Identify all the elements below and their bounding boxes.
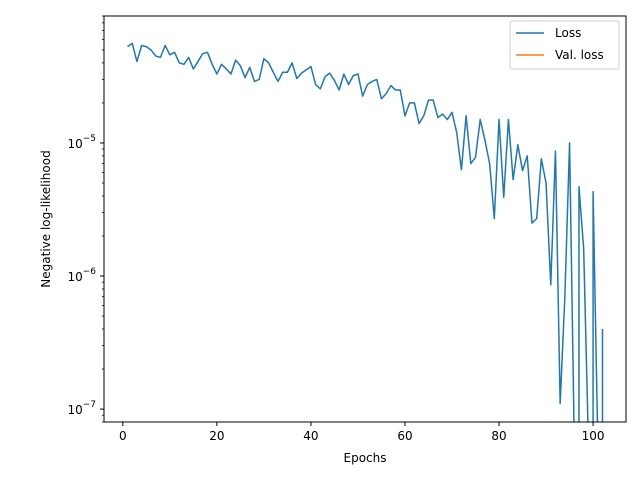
x-tick-label: 80	[491, 429, 506, 443]
axes-frame	[103, 15, 627, 423]
plot-area: 0 20 40 60 80 100 10−7 10−6 10−5	[67, 15, 627, 443]
y-tick-label: 10−6	[67, 267, 96, 284]
y-axis-label: Negative log-likelihood	[39, 150, 53, 287]
x-axis-label: Epochs	[344, 451, 387, 465]
legend: Loss Val. loss	[509, 20, 620, 70]
y-axis: 10−7 10−6 10−5	[67, 15, 104, 423]
legend-label-val-loss: Val. loss	[555, 48, 604, 62]
x-tick-label: 40	[303, 429, 318, 443]
x-axis: 0 20 40 60 80 100	[119, 422, 605, 443]
legend-label-loss: Loss	[555, 26, 581, 40]
x-tick-label: 100	[582, 429, 605, 443]
x-tick-label: 20	[209, 429, 224, 443]
x-tick-label: 60	[397, 429, 412, 443]
series-layer	[127, 42, 604, 422]
series-line-0	[127, 42, 604, 422]
y-tick-label: 10−7	[67, 400, 96, 417]
y-tick-label: 10−5	[67, 134, 96, 151]
x-tick-label: 0	[119, 429, 127, 443]
